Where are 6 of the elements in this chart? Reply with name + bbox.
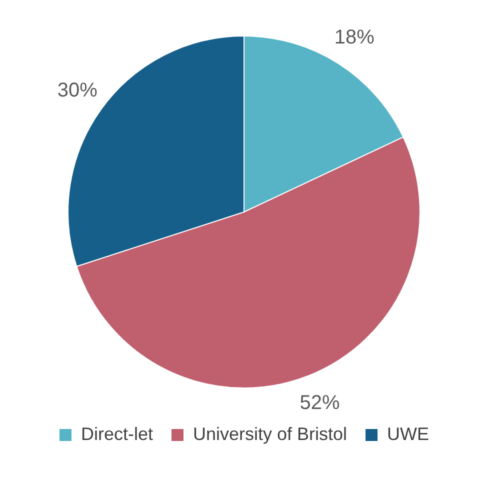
- legend-label: University of Bristol: [192, 424, 348, 444]
- legend-label: UWE: [387, 424, 430, 444]
- data-label: 30%: [57, 79, 98, 102]
- data-label: 18%: [334, 26, 375, 49]
- legend-label: Direct-let: [80, 424, 153, 444]
- data-label: 52%: [300, 392, 340, 414]
